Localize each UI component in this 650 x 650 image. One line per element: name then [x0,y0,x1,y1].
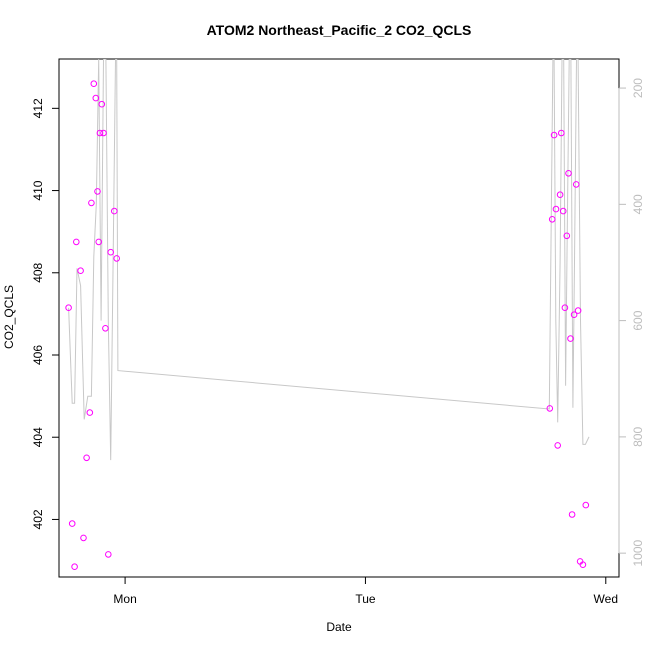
y-axis-left: 402 404 406 408 410 412 [31,98,60,529]
line-series [68,59,590,461]
data-point [94,188,101,195]
y-tick-label: 412 [31,98,45,118]
plot-box [58,58,620,578]
data-point [98,100,106,108]
y-tick-label: 406 [31,345,45,365]
data-point [568,511,576,518]
x-tick-label: Tue [355,592,376,606]
data-point [100,129,107,137]
data-point [88,199,95,207]
data-point [95,238,102,246]
y-axis-right: 200 400 600 800 1000 [618,78,645,567]
point-series [65,80,590,571]
y-tick-label: 408 [31,262,45,282]
data-point [107,248,114,256]
data-point [570,311,578,319]
x-axis: Mon Tue Wed [113,576,618,606]
data-point [556,191,564,198]
x-axis-label: Date [326,620,352,634]
y-tick-label: 410 [31,180,45,200]
data-point [559,207,567,215]
data-point [548,216,556,223]
data-point [546,405,554,412]
y2-tick-label: 800 [631,427,645,447]
data-point [561,304,569,312]
x-tick-label: Mon [113,592,136,606]
data-point [563,232,571,240]
data-point [65,304,72,312]
y2-tick-label: 400 [631,194,645,214]
data-point [68,520,76,527]
y2-tick-label: 200 [631,78,645,98]
data-point [567,335,574,342]
data-point [554,442,562,449]
data-point [96,129,104,137]
chart-title: ATOM2 Northeast_Pacific_2 CO2_QCLS [207,22,472,38]
y-tick-label: 404 [31,427,45,447]
data-point [92,94,100,102]
y-axis-label: CO2_QCLS [2,285,16,349]
data-point [111,207,118,215]
y-tick-label: 402 [31,509,45,529]
y2-tick-label: 1000 [631,539,645,566]
data-point [582,501,590,509]
data-point [558,129,565,137]
data-point [71,563,78,571]
data-point [80,534,87,542]
data-point [572,181,580,188]
data-point [113,255,120,262]
data-point [73,238,80,246]
data-point [565,170,572,177]
series-line [68,59,590,461]
y2-tick-label: 600 [631,310,645,330]
x-tick-label: Wed [594,592,618,606]
data-point [574,307,582,314]
data-point [90,80,98,87]
data-point [550,131,558,139]
data-point [105,551,112,558]
data-point [102,325,109,332]
data-point [77,267,84,275]
data-point [86,409,94,416]
data-point [83,454,90,462]
data-point [579,561,587,569]
data-point [552,205,560,213]
